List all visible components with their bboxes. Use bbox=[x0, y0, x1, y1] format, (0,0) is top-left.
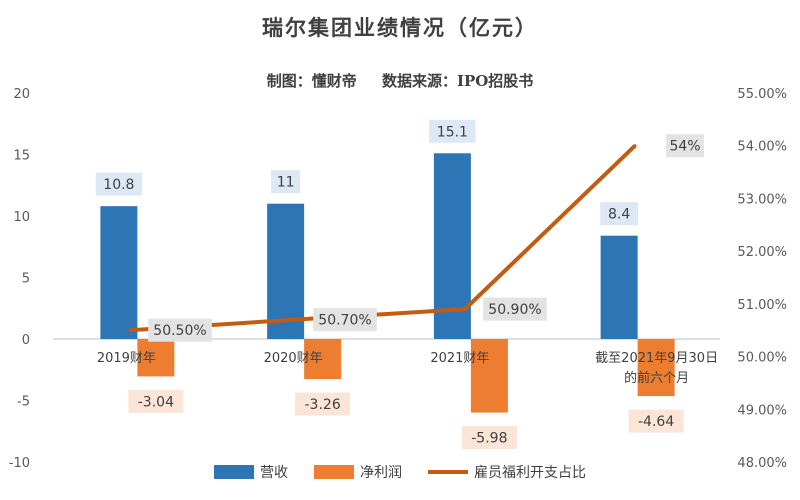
net-profit-data-label: -3.26 bbox=[305, 397, 341, 413]
revenue-data-label-bg bbox=[271, 170, 301, 194]
y-left-tick-label: -5 bbox=[17, 395, 30, 410]
welfare-ratio-line bbox=[129, 144, 637, 333]
welfare-ratio-data-label-bg bbox=[313, 308, 377, 332]
y-right-tick-label: 53.00% bbox=[737, 192, 787, 207]
welfare-ratio-data-label: 54% bbox=[669, 139, 700, 155]
revenue-data-label-bg bbox=[429, 119, 476, 143]
y-left-tick-label: 5 bbox=[22, 272, 30, 287]
y-left-tick-label: 20 bbox=[13, 87, 30, 102]
y-right-tick-label: 54.00% bbox=[737, 140, 787, 155]
revenue-bar bbox=[100, 206, 138, 339]
x-axis-category-label: 2021财年 bbox=[430, 351, 489, 366]
welfare-ratio-data-label-bg bbox=[483, 297, 547, 321]
subtitle-maker: 制图：懂财帝 bbox=[266, 72, 357, 90]
welfare-ratio-data-label: 50.70% bbox=[318, 313, 371, 329]
y-right-tick-label: 50.00% bbox=[737, 351, 787, 366]
legend-swatch-net-profit bbox=[314, 465, 354, 479]
welfare-ratio-point bbox=[633, 144, 637, 148]
legend-item-net-profit: 净利润 bbox=[314, 462, 402, 482]
chart-subtitle: 制图：懂财帝 数据来源：IPO招股书 bbox=[0, 70, 800, 91]
net-profit-bar bbox=[470, 339, 508, 413]
line-series bbox=[128, 144, 637, 333]
y-left-tick-label: 10 bbox=[13, 210, 30, 225]
y-right-tick-label: 49.00% bbox=[737, 403, 787, 418]
y-axis-left: -10 -5 0 5 10 15 20 bbox=[9, 87, 30, 471]
net-profit-data-label-bg bbox=[128, 389, 184, 413]
legend-item-welfare-ratio: 雇员福利开支占比 bbox=[428, 462, 586, 482]
legend-item-revenue: 营收 bbox=[214, 462, 288, 482]
y-right-tick-label: 48.00% bbox=[737, 456, 787, 471]
y-right-tick-label: 51.00% bbox=[737, 298, 787, 313]
welfare-ratio-data-label-bg bbox=[666, 134, 704, 158]
net-profit-data-label: -3.04 bbox=[138, 394, 174, 410]
welfare-ratio-data-label: 50.50% bbox=[153, 323, 206, 339]
chart-title: 瑞尔集团业绩情况（亿元） bbox=[262, 15, 538, 40]
y-left-tick-label: 15 bbox=[13, 149, 30, 164]
welfare-ratio-data-label-bg bbox=[148, 318, 212, 342]
y-right-tick-label: 55.00% bbox=[737, 87, 787, 102]
net-profit-data-label: -4.64 bbox=[638, 414, 674, 430]
net-profit-bar bbox=[637, 339, 675, 397]
legend-label-net-profit: 净利润 bbox=[360, 465, 402, 481]
revenue-bar bbox=[267, 203, 305, 339]
welfare-ratio-data-label: 50.90% bbox=[488, 302, 541, 318]
revenue-data-label: 11 bbox=[277, 175, 295, 191]
y-left-tick-label: -10 bbox=[9, 456, 30, 471]
x-axis-category-label: 截至2021年9月30日 bbox=[595, 351, 718, 366]
net-profit-bar bbox=[304, 339, 342, 380]
legend-swatch-welfare-ratio bbox=[428, 470, 468, 474]
x-axis-category-label: 的前六个月 bbox=[624, 370, 689, 386]
revenue-data-label: 8.4 bbox=[608, 207, 630, 223]
legend-swatch-revenue bbox=[214, 465, 254, 479]
y-right-tick-label: 52.00% bbox=[737, 245, 787, 260]
subtitle-source: 数据来源：IPO招股书 bbox=[381, 72, 534, 90]
y-axis-right: 48.00% 49.00% 50.00% 51.00% 52.00% 53.00% 54.0… bbox=[737, 87, 787, 471]
net-profit-bar bbox=[137, 339, 175, 377]
x-axis-category-label: 2020财年 bbox=[264, 351, 323, 366]
welfare-ratio-point bbox=[293, 318, 297, 322]
revenue-data-label-bg bbox=[600, 202, 639, 226]
revenue-data-label: 10.8 bbox=[103, 177, 134, 193]
legend-label-welfare-ratio: 雇员福利开支占比 bbox=[474, 465, 586, 481]
net-profit-data-label-bg bbox=[628, 409, 684, 433]
welfare-ratio-point bbox=[463, 307, 467, 311]
revenue-bar bbox=[600, 235, 638, 339]
revenue-data-label-bg bbox=[95, 172, 143, 196]
legend-label-revenue: 营收 bbox=[260, 465, 288, 481]
welfare-ratio-point bbox=[128, 328, 132, 332]
net-profit-data-label-bg bbox=[461, 426, 517, 450]
net-profit-data-label-bg bbox=[295, 392, 351, 416]
revenue-data-label: 15.1 bbox=[437, 124, 468, 140]
x-axis-category-label: 2019财年 bbox=[97, 351, 156, 366]
data-labels: 10.8 -3.04 11 -3.26 15.1 -5.98 8.4 -4.64 50.50% 5… bbox=[95, 119, 704, 450]
net-profit-data-label: -5.98 bbox=[471, 431, 507, 447]
legend: 营收 净利润 雇员福利开支占比 bbox=[0, 461, 800, 483]
y-left-tick-label: 0 bbox=[22, 333, 30, 348]
